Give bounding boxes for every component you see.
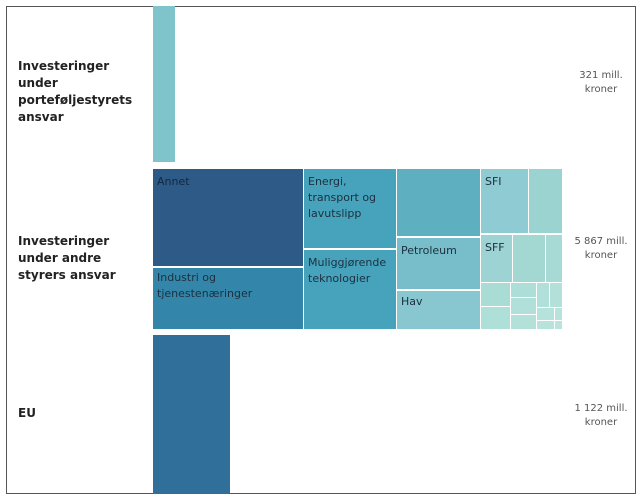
row-label-eu: EU (18, 406, 36, 420)
tile-label: Energi, transport og lavutslipp (308, 175, 377, 220)
tile-small[interactable] (481, 283, 510, 306)
tile-label: SFI (485, 175, 502, 188)
row-label-portfolio: Investeringer under porteføljestyrets an… (18, 59, 133, 124)
total-portfolio: 321 mill. kroner (579, 70, 623, 95)
tile-small[interactable] (481, 307, 510, 329)
tile-industri[interactable]: Industri og tjenestenæringer (153, 268, 303, 329)
tile-small[interactable] (513, 235, 545, 282)
total-other-boards: 5 867 mill. kroner (574, 236, 628, 261)
tile-label: Petroleum (401, 244, 457, 257)
tile-muliggjorende[interactable]: Muliggjørende teknologier (304, 250, 396, 329)
tile-small[interactable] (555, 321, 562, 329)
tile-small[interactable] (529, 169, 562, 233)
tile-energi[interactable]: Energi, transport og lavutslipp (304, 169, 396, 248)
row-label-other-boards: Investeringer under andre styrers ansvar (18, 234, 116, 282)
tile-label: SFF (485, 241, 505, 254)
tile-small[interactable] (537, 283, 549, 307)
bar-portfolio[interactable] (153, 6, 175, 162)
tile-small[interactable] (550, 283, 562, 307)
tile-label: Annet (157, 175, 190, 188)
tile-small[interactable] (511, 283, 536, 297)
tile-sff[interactable]: SFF (481, 235, 512, 282)
tile-small[interactable] (511, 298, 536, 314)
tile-small[interactable] (537, 321, 554, 329)
tile-small[interactable] (537, 308, 554, 320)
tile-small[interactable] (511, 315, 536, 329)
tile-small[interactable] (555, 308, 562, 320)
tile-small[interactable] (546, 235, 562, 282)
bar-eu[interactable] (153, 335, 230, 494)
tile-label: Muliggjørende teknologier (308, 256, 387, 285)
tile-sfi[interactable]: SFI (481, 169, 528, 233)
tile-hav[interactable]: Hav (397, 291, 480, 329)
tile-unlabeled[interactable] (397, 169, 480, 236)
tile-petroleum[interactable]: Petroleum (397, 238, 480, 289)
tile-label: Hav (401, 295, 423, 308)
total-eu: 1 122 mill. kroner (574, 403, 628, 428)
tile-annet[interactable]: Annet (153, 169, 303, 266)
tile-label: Industri og tjenestenæringer (157, 271, 253, 300)
chart-frame (6, 6, 636, 494)
